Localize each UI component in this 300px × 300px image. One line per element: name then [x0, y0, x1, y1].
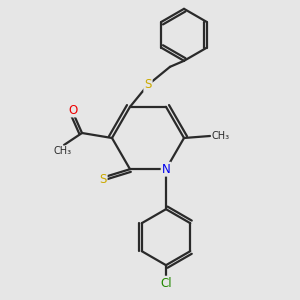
Text: CH₃: CH₃	[212, 131, 230, 141]
Text: O: O	[68, 103, 78, 116]
Text: N: N	[162, 163, 170, 176]
Text: S: S	[99, 173, 107, 186]
Text: S: S	[144, 78, 152, 91]
Text: Cl: Cl	[160, 277, 172, 290]
Text: CH₃: CH₃	[54, 146, 72, 156]
